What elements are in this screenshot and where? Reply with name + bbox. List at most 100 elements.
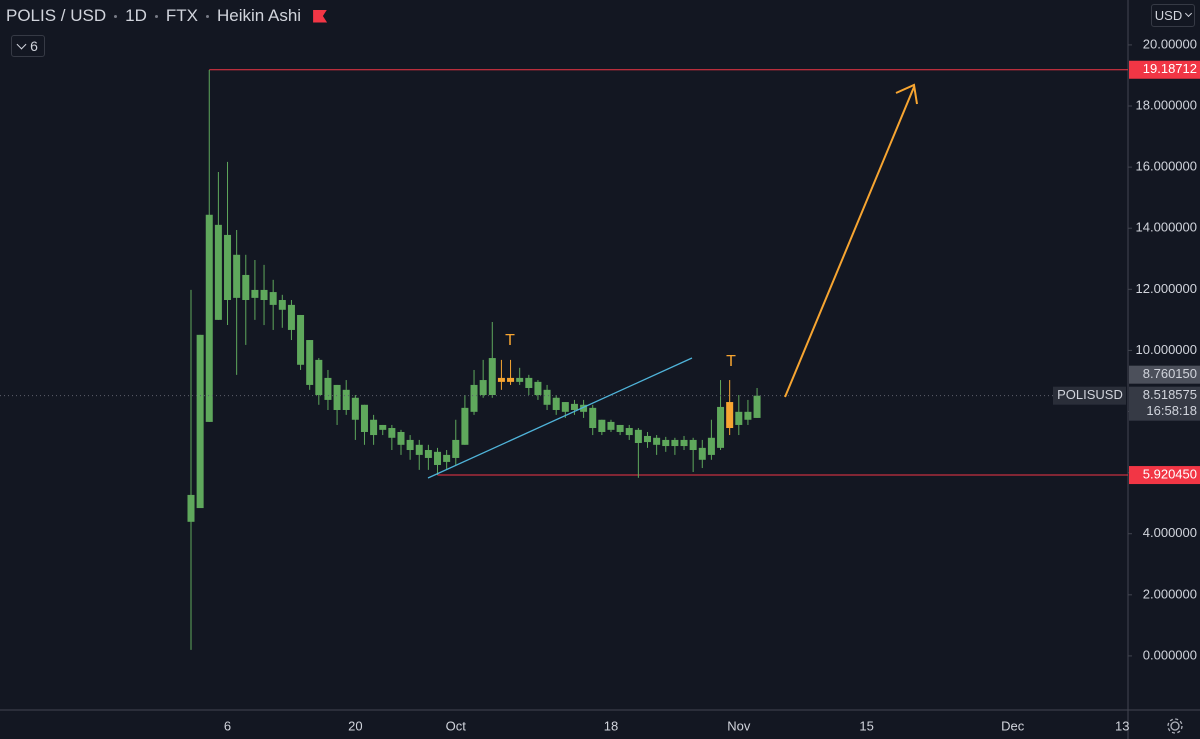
candle-body	[278, 300, 286, 310]
header: POLIS / USD 1D FTX Heikin Ashi	[6, 6, 328, 26]
y-tick-label: 14.000000	[1136, 220, 1197, 235]
candle-body	[552, 397, 560, 410]
y-tick-label: 16.000000	[1136, 159, 1197, 174]
candle-body	[707, 437, 715, 455]
candle-body	[589, 407, 597, 429]
chevron	[16, 39, 27, 49]
candle-body	[698, 447, 706, 460]
exchange: FTX	[165, 6, 198, 25]
candle-body	[287, 304, 295, 330]
prev-label: 8.760150	[1143, 366, 1197, 381]
candle-body	[397, 431, 405, 445]
symbol-label-box	[1053, 386, 1126, 405]
y-tick-label: 12.000000	[1136, 281, 1197, 296]
candle-body	[205, 214, 213, 422]
x-tick-label: 20	[348, 718, 362, 733]
plot-area	[0, 69, 1128, 650]
candle-body	[415, 444, 423, 455]
candle-body	[388, 428, 396, 438]
candle-body	[534, 381, 542, 396]
level-label-box	[1129, 60, 1200, 79]
candle-body	[726, 402, 734, 429]
candle-body	[616, 424, 624, 432]
x-tick-label: 6	[224, 718, 231, 733]
candle-body	[196, 334, 204, 509]
level-label: 19.18712	[1143, 61, 1197, 76]
symbol-label: POLISUSD	[1057, 387, 1123, 402]
candle-body	[507, 377, 515, 382]
x-tick-label: Dec	[1001, 718, 1025, 733]
candle-body	[351, 397, 359, 420]
candle-body	[342, 389, 350, 410]
annotation: T	[726, 353, 736, 370]
candle-body	[297, 314, 305, 365]
interval[interactable]: 1D	[125, 6, 147, 25]
candle-body	[269, 292, 277, 305]
indicator-toggle[interactable]: 6	[11, 35, 45, 57]
indicator-count: 6	[30, 38, 38, 54]
candle-body	[214, 224, 222, 320]
candle-body	[497, 377, 505, 382]
candle-body	[315, 359, 323, 396]
symbol[interactable]: POLIS / USD	[6, 6, 107, 25]
annotation: T	[505, 332, 515, 349]
candle-body	[680, 439, 688, 447]
candle-body	[260, 289, 268, 301]
y-tick-label: 10.000000	[1136, 342, 1197, 357]
settings-icon[interactable]	[1167, 718, 1183, 734]
candle-body	[525, 377, 533, 388]
candle-body	[251, 289, 259, 298]
candle-body	[424, 450, 432, 458]
candle-body	[452, 439, 460, 458]
candle-body	[543, 389, 551, 405]
candle-body	[689, 439, 697, 451]
candle-body	[470, 384, 478, 412]
price-label: 8.518575	[1143, 387, 1197, 402]
candle-body	[753, 395, 761, 418]
candle-body	[607, 421, 615, 430]
y-tick-label: 4.000000	[1143, 525, 1197, 540]
candle-body	[443, 454, 451, 462]
x-tick-label: Oct	[446, 718, 467, 733]
y-tick-label: 2.000000	[1143, 586, 1197, 601]
x-tick-label: 13	[1115, 718, 1129, 733]
separator	[154, 14, 158, 18]
candle-body	[370, 419, 378, 436]
candle-body	[434, 451, 442, 465]
arrow-line	[784, 86, 915, 398]
currency: USD	[1154, 8, 1183, 23]
candle-body	[625, 428, 633, 436]
candle-body	[187, 494, 195, 522]
candle-body	[516, 377, 524, 382]
level-label: 5.920450	[1143, 466, 1197, 481]
candle-body	[233, 254, 241, 298]
x-tick-label: 18	[604, 718, 618, 733]
level-label-box	[1129, 466, 1200, 485]
candle-body	[653, 437, 661, 445]
candle-body	[479, 380, 487, 396]
chevron	[1185, 9, 1193, 18]
candle-body	[580, 404, 588, 412]
chart-style[interactable]: Heikin Ashi	[216, 6, 302, 25]
candle-body	[306, 340, 314, 385]
candle-body	[333, 384, 341, 410]
currency-select[interactable]: USD	[1151, 4, 1195, 27]
candle-body	[634, 429, 642, 443]
candle-body	[717, 406, 725, 448]
prev-label-box	[1129, 365, 1200, 384]
candle-body	[598, 419, 606, 432]
candle-body	[360, 404, 368, 432]
candle-body	[561, 402, 569, 412]
y-tick-label: 0.000000	[1143, 647, 1197, 662]
candle-body	[662, 439, 670, 447]
candle-body	[570, 403, 578, 410]
candle-body	[644, 435, 651, 443]
candle-body	[379, 424, 387, 430]
flag-icon[interactable]	[313, 9, 328, 23]
candle-body	[406, 439, 414, 451]
price-label-box	[1129, 386, 1200, 421]
candle-body	[224, 234, 232, 301]
candle-body	[461, 407, 469, 445]
candle-body	[488, 358, 496, 396]
